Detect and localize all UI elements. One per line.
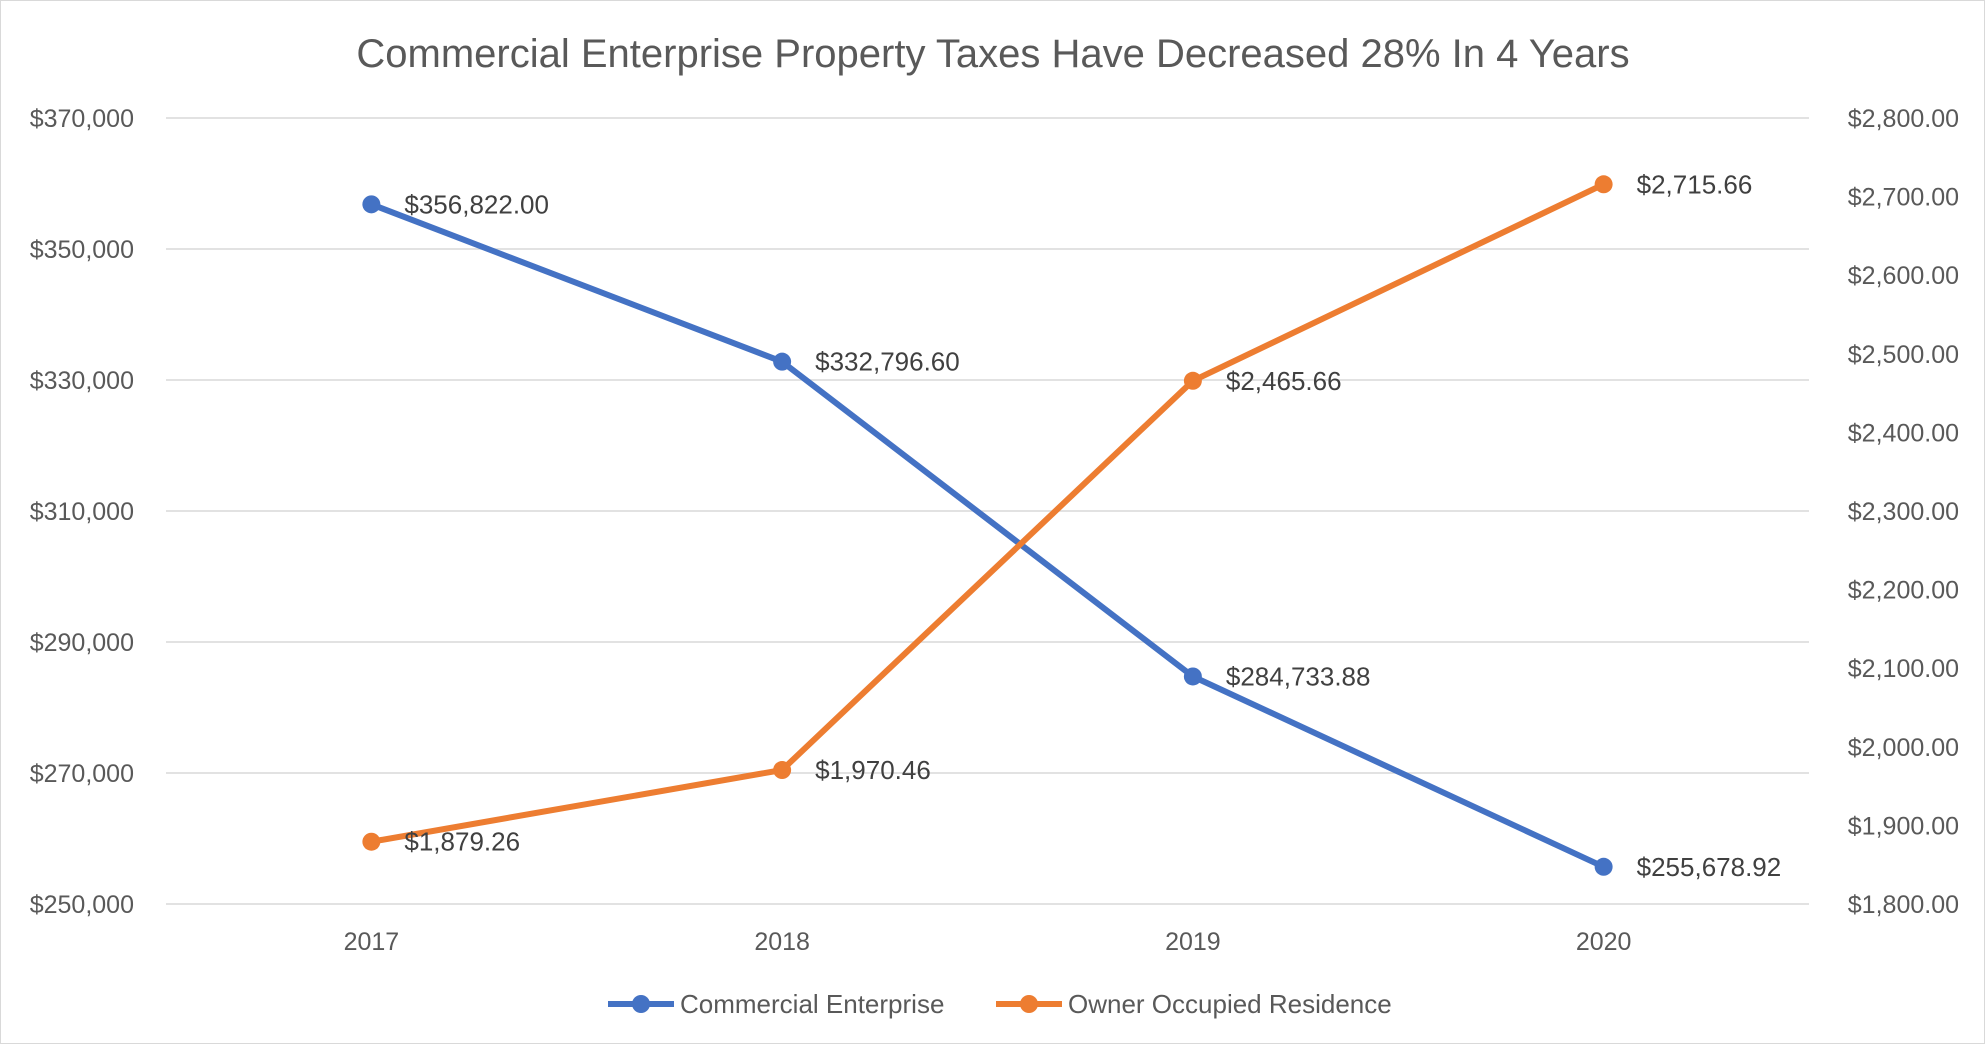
data-label-owner-occupied-residence: $2,465.66 — [1226, 366, 1342, 396]
data-point-commercial-enterprise — [362, 195, 381, 214]
right-y-axis: $1,800.00 $1,900.00 $2,000.00 $2,100.00 $2,2… — [1848, 105, 1959, 919]
left-y-tick-label: $270,000 — [30, 760, 134, 788]
right-y-tick-label: $2,600.00 — [1848, 262, 1959, 290]
x-tick-label: 2020 — [1576, 928, 1632, 956]
series-line-owner-occupied-residence — [368, 181, 1607, 845]
left-y-tick-label: $330,000 — [30, 367, 134, 395]
series-commercial-enterprise: $356,822.00 $332,796.60 $284,733.88 $255,67… — [362, 189, 1782, 882]
right-y-tick-label: $2,300.00 — [1848, 498, 1959, 526]
gridlines — [166, 117, 1809, 905]
right-y-tick-label: $2,700.00 — [1848, 184, 1959, 212]
data-label-owner-occupied-residence: $2,715.66 — [1637, 169, 1753, 199]
left-y-axis: $250,000 $270,000 $290,000 $310,000 $330,000… — [30, 105, 134, 919]
series-owner-occupied-residence: $1,879.26 $1,970.46 $2,465.66 $2,715.66 — [362, 169, 1753, 857]
legend: Commercial Enterprise Owner Occupied Resi… — [608, 989, 1392, 1019]
x-tick-label: 2019 — [1165, 928, 1221, 956]
left-y-tick-label: $290,000 — [30, 629, 134, 657]
legend-item-owner-occupied-residence: Owner Occupied Residence — [996, 989, 1392, 1019]
right-y-tick-label: $1,900.00 — [1848, 812, 1959, 840]
data-point-owner-occupied-residence — [1183, 371, 1202, 390]
data-label-commercial-enterprise: $356,822.00 — [404, 189, 549, 219]
data-point-commercial-enterprise — [1183, 667, 1202, 686]
right-y-tick-label: $2,000.00 — [1848, 734, 1959, 762]
left-y-tick-label: $370,000 — [30, 105, 134, 133]
series-line-commercial-enterprise — [368, 201, 1607, 870]
legend-label: Owner Occupied Residence — [1068, 989, 1392, 1019]
chart-title: Commercial Enterprise Property Taxes Hav… — [356, 32, 1629, 76]
data-point-owner-occupied-residence — [1594, 175, 1613, 194]
data-label-owner-occupied-residence: $1,970.46 — [815, 755, 931, 785]
left-y-tick-label: $350,000 — [30, 236, 134, 264]
right-y-tick-label: $1,800.00 — [1848, 891, 1959, 919]
right-y-tick-label: $2,100.00 — [1848, 655, 1959, 683]
right-y-tick-label: $2,400.00 — [1848, 419, 1959, 447]
x-axis: 2017 2018 2019 2020 — [344, 928, 1632, 956]
data-point-commercial-enterprise — [773, 352, 792, 371]
right-y-tick-label: $2,200.00 — [1848, 577, 1959, 605]
legend-label: Commercial Enterprise — [680, 989, 944, 1019]
legend-item-commercial-enterprise: Commercial Enterprise — [608, 989, 944, 1019]
right-y-tick-label: $2,800.00 — [1848, 105, 1959, 133]
legend-swatch-marker — [1020, 995, 1038, 1013]
right-y-tick-label: $2,500.00 — [1848, 341, 1959, 369]
data-label-commercial-enterprise: $255,678.92 — [1637, 852, 1782, 882]
data-point-commercial-enterprise — [1594, 857, 1613, 876]
legend-swatch-marker — [632, 995, 650, 1013]
data-point-owner-occupied-residence — [362, 832, 381, 851]
x-tick-label: 2018 — [754, 928, 810, 956]
data-label-commercial-enterprise: $284,733.88 — [1226, 661, 1371, 691]
left-y-tick-label: $250,000 — [30, 891, 134, 919]
data-label-commercial-enterprise: $332,796.60 — [815, 347, 960, 377]
left-y-tick-label: $310,000 — [30, 498, 134, 526]
data-label-owner-occupied-residence: $1,879.26 — [404, 827, 520, 857]
data-point-owner-occupied-residence — [773, 761, 792, 780]
x-tick-label: 2017 — [344, 928, 400, 956]
series-layer: $356,822.00 $332,796.60 $284,733.88 $255,67… — [362, 169, 1781, 882]
